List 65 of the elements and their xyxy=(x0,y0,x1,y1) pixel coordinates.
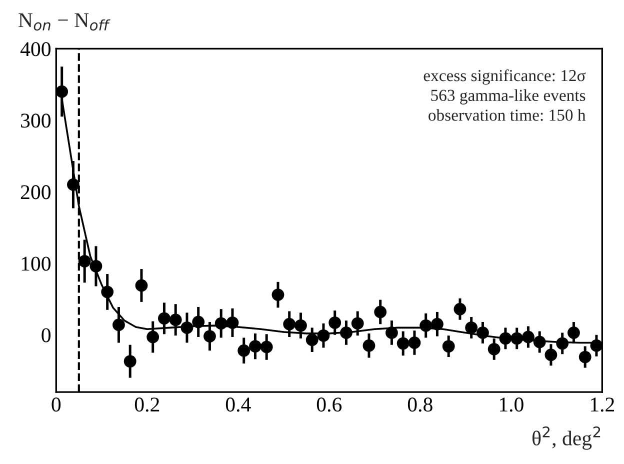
point xyxy=(396,337,410,350)
point xyxy=(328,316,342,329)
point xyxy=(362,339,376,352)
point xyxy=(283,318,296,330)
point xyxy=(135,279,148,292)
y-tick-label: 100 xyxy=(22,256,51,271)
point xyxy=(226,316,239,329)
point xyxy=(386,326,398,339)
x-axis-title: θ$^{2}$, deg$^{2}$ xyxy=(532,426,600,450)
point xyxy=(124,355,136,368)
point xyxy=(67,178,80,191)
x-tick-label: 0 xyxy=(52,398,61,412)
point xyxy=(590,339,602,352)
point xyxy=(488,342,500,356)
x-tick-label: 0.8 xyxy=(408,398,432,412)
point xyxy=(499,332,512,345)
y-tick-label: 0 xyxy=(42,328,51,342)
point xyxy=(238,344,250,357)
y-tick-label: 300 xyxy=(21,114,51,128)
point xyxy=(306,334,318,346)
point xyxy=(465,321,478,334)
point xyxy=(78,254,91,268)
point xyxy=(510,332,524,345)
point xyxy=(476,326,489,339)
point xyxy=(214,317,228,330)
y-tick-label: 200 xyxy=(20,185,51,200)
point xyxy=(112,318,125,332)
point xyxy=(522,330,534,344)
annotation: observation time: 150 h xyxy=(428,109,586,121)
point xyxy=(56,85,68,98)
x-tick-label: 0.6 xyxy=(316,398,342,412)
point xyxy=(578,350,592,364)
point xyxy=(272,288,284,302)
point xyxy=(169,314,182,326)
point xyxy=(180,321,194,334)
point xyxy=(260,340,273,354)
point xyxy=(420,319,432,332)
x-tick-label: 0.2 xyxy=(134,398,160,412)
point xyxy=(408,336,421,349)
point xyxy=(533,336,546,348)
point xyxy=(101,286,114,298)
point xyxy=(544,348,558,362)
y-axis-title: N$_{on}$ − N$_{off}$ xyxy=(18,13,110,31)
point xyxy=(340,326,352,339)
point xyxy=(374,306,387,318)
point xyxy=(556,337,569,350)
point xyxy=(146,330,160,344)
point xyxy=(317,329,330,342)
point xyxy=(90,260,102,272)
point xyxy=(442,340,455,353)
point xyxy=(158,312,170,325)
point xyxy=(454,302,466,316)
annotation: excess significance: 12σ xyxy=(424,69,586,85)
point xyxy=(249,340,262,353)
x-tick-label: 1.0 xyxy=(500,398,524,412)
y-tick-label: 400 xyxy=(20,42,51,56)
point xyxy=(351,317,364,330)
annotation: 563 gamma-like events xyxy=(431,89,586,104)
point xyxy=(204,330,216,342)
point xyxy=(568,326,580,339)
point xyxy=(192,316,205,328)
x-tick-label: 1.2 xyxy=(590,398,614,412)
point xyxy=(294,319,307,332)
x-tick-label: 0.4 xyxy=(226,398,251,412)
point xyxy=(431,318,444,330)
